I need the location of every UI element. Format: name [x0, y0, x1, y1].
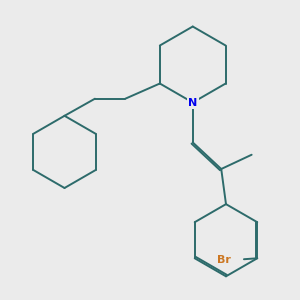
Text: Br: Br	[217, 255, 231, 265]
Text: N: N	[188, 98, 197, 107]
